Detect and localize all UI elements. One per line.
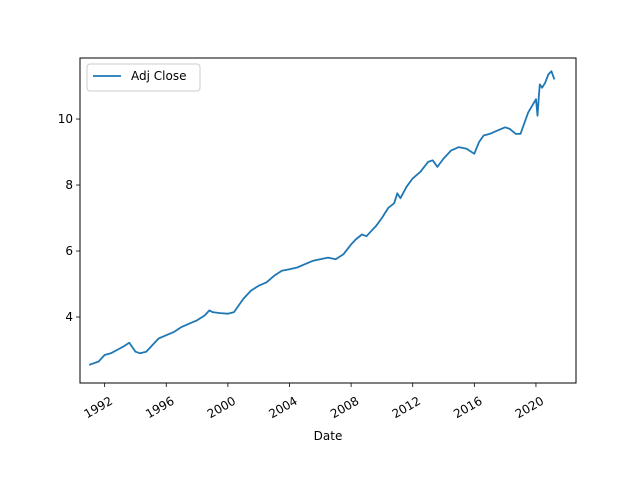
x-tick-label: 1992 xyxy=(81,394,114,421)
legend: Adj Close xyxy=(86,63,201,92)
x-axis-label: Date xyxy=(314,429,343,443)
x-tick-label: 2000 xyxy=(205,394,238,421)
x-tick-label: 2012 xyxy=(390,394,423,421)
x-tick-label: 1996 xyxy=(143,394,176,421)
y-tick-label: 8 xyxy=(65,178,73,192)
y-tick-label: 10 xyxy=(58,112,73,126)
y-axis-ticks: 4 6 8 10 xyxy=(58,112,80,324)
plot-frame xyxy=(79,57,577,384)
series-line-0 xyxy=(88,70,556,366)
x-tick-label: 2004 xyxy=(266,394,299,421)
x-axis-ticks: 1992 1996 2000 2004 2008 2012 2016 2020 xyxy=(81,383,546,421)
plot-area xyxy=(80,58,576,383)
y-tick-label: 6 xyxy=(65,244,73,258)
x-tick-label: 2008 xyxy=(328,394,361,421)
series-layer xyxy=(88,70,556,366)
y-tick-label: 4 xyxy=(65,310,73,324)
legend-entry-adj-close: Adj Close xyxy=(131,69,186,83)
x-tick-label: 2016 xyxy=(451,394,484,421)
legend-box xyxy=(86,63,201,92)
x-tick-label: 2020 xyxy=(513,394,546,421)
